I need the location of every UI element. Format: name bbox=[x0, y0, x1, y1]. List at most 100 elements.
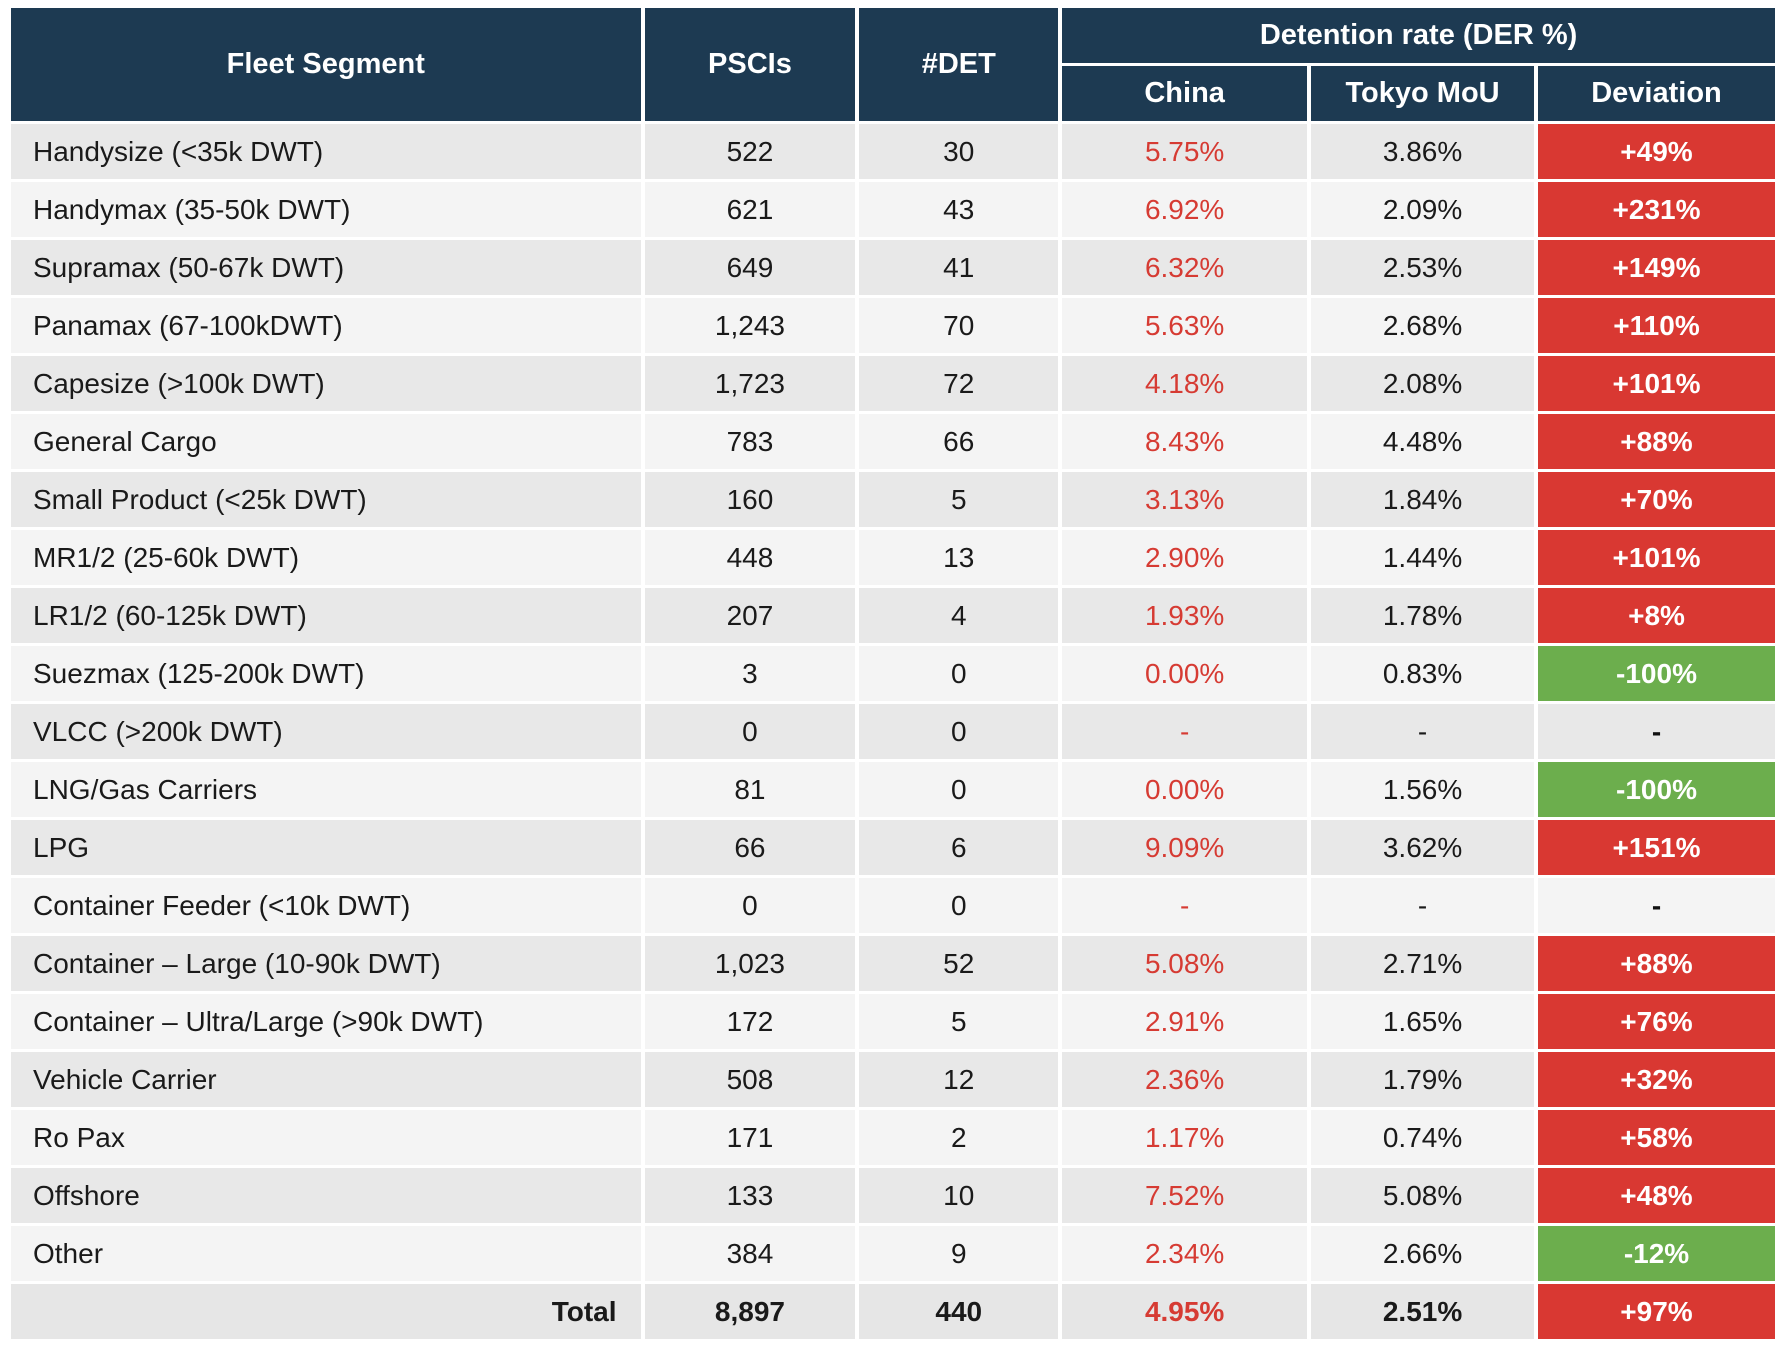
deviation-cell: +76% bbox=[1538, 994, 1775, 1049]
deviation-cell: +101% bbox=[1538, 530, 1775, 585]
table-row: LNG/Gas Carriers 81 0 0.00% 1.56% -100% bbox=[11, 762, 1775, 817]
fleet-segment-cell: LPG bbox=[11, 820, 641, 875]
det-cell: 10 bbox=[859, 1168, 1059, 1223]
det-cell: 72 bbox=[859, 356, 1059, 411]
table-row: Suezmax (125-200k DWT) 3 0 0.00% 0.83% -100% bbox=[11, 646, 1775, 701]
det-cell: 12 bbox=[859, 1052, 1059, 1107]
fleet-segment-cell: Handymax (35-50k DWT) bbox=[11, 182, 641, 237]
deviation-cell: +110% bbox=[1538, 298, 1775, 353]
total-row: Total 8,897 440 4.95% 2.51% +97% bbox=[11, 1284, 1775, 1339]
pscis-cell: 8,897 bbox=[644, 1284, 856, 1339]
column-header-tokyo-mou: Tokyo MoU bbox=[1311, 66, 1535, 121]
deviation-cell: +101% bbox=[1538, 356, 1775, 411]
det-cell: 52 bbox=[859, 936, 1059, 991]
fleet-segment-cell: Container Feeder (<10k DWT) bbox=[11, 878, 641, 933]
deviation-cell: +151% bbox=[1538, 820, 1775, 875]
pscis-cell: 171 bbox=[644, 1110, 856, 1165]
tokyo-mou-der-cell: 2.09% bbox=[1311, 182, 1535, 237]
fleet-segment-cell: Small Product (<25k DWT) bbox=[11, 472, 641, 527]
det-cell: 30 bbox=[859, 124, 1059, 179]
table-row: LPG 66 6 9.09% 3.62% +151% bbox=[11, 820, 1775, 875]
column-header-fleet-segment: Fleet Segment bbox=[11, 8, 641, 121]
china-der-cell: 6.92% bbox=[1062, 182, 1308, 237]
pscis-cell: 66 bbox=[644, 820, 856, 875]
china-der-cell: 9.09% bbox=[1062, 820, 1308, 875]
deviation-cell: +70% bbox=[1538, 472, 1775, 527]
tokyo-mou-der-cell: 3.86% bbox=[1311, 124, 1535, 179]
china-der-cell: 1.17% bbox=[1062, 1110, 1308, 1165]
det-cell: 6 bbox=[859, 820, 1059, 875]
china-der-cell: - bbox=[1062, 878, 1308, 933]
china-der-cell: 5.63% bbox=[1062, 298, 1308, 353]
column-group-header-detention-rate: Detention rate (DER %) bbox=[1062, 8, 1775, 63]
fleet-segment-cell: Ro Pax bbox=[11, 1110, 641, 1165]
fleet-segment-cell: MR1/2 (25-60k DWT) bbox=[11, 530, 641, 585]
tokyo-mou-der-cell: 1.65% bbox=[1311, 994, 1535, 1049]
china-der-cell: 2.34% bbox=[1062, 1226, 1308, 1281]
tokyo-mou-der-cell: 1.78% bbox=[1311, 588, 1535, 643]
det-cell: 5 bbox=[859, 472, 1059, 527]
fleet-segment-cell: VLCC (>200k DWT) bbox=[11, 704, 641, 759]
det-cell: 5 bbox=[859, 994, 1059, 1049]
deviation-cell: -100% bbox=[1538, 646, 1775, 701]
fleet-segment-cell: Container – Ultra/Large (>90k DWT) bbox=[11, 994, 641, 1049]
china-der-cell: 5.75% bbox=[1062, 124, 1308, 179]
fleet-segment-cell: Supramax (50-67k DWT) bbox=[11, 240, 641, 295]
column-header-det: #DET bbox=[859, 8, 1059, 121]
china-der-cell: 2.91% bbox=[1062, 994, 1308, 1049]
deviation-cell: +88% bbox=[1538, 414, 1775, 469]
column-header-deviation: Deviation bbox=[1538, 66, 1775, 121]
tokyo-mou-der-cell: 2.53% bbox=[1311, 240, 1535, 295]
china-der-cell: 6.32% bbox=[1062, 240, 1308, 295]
china-der-cell: - bbox=[1062, 704, 1308, 759]
deviation-cell: +97% bbox=[1538, 1284, 1775, 1339]
det-cell: 2 bbox=[859, 1110, 1059, 1165]
deviation-cell: - bbox=[1538, 704, 1775, 759]
pscis-cell: 1,723 bbox=[644, 356, 856, 411]
pscis-cell: 1,023 bbox=[644, 936, 856, 991]
table-row: Capesize (>100k DWT) 1,723 72 4.18% 2.08% +10… bbox=[11, 356, 1775, 411]
table-row: Vehicle Carrier 508 12 2.36% 1.79% +32% bbox=[11, 1052, 1775, 1107]
table-row: VLCC (>200k DWT) 0 0- - - bbox=[11, 704, 1775, 759]
det-cell: 9 bbox=[859, 1226, 1059, 1281]
tokyo-mou-der-cell: - bbox=[1311, 704, 1535, 759]
tokyo-mou-der-cell: 3.62% bbox=[1311, 820, 1535, 875]
tokyo-mou-der-cell: 5.08% bbox=[1311, 1168, 1535, 1223]
tokyo-mou-der-cell: 2.71% bbox=[1311, 936, 1535, 991]
pscis-cell: 133 bbox=[644, 1168, 856, 1223]
deviation-cell: +88% bbox=[1538, 936, 1775, 991]
fleet-segment-cell: Other bbox=[11, 1226, 641, 1281]
table-row: Container Feeder (<10k DWT) 0 0- - - bbox=[11, 878, 1775, 933]
tokyo-mou-der-cell: 2.68% bbox=[1311, 298, 1535, 353]
china-der-cell: 3.13% bbox=[1062, 472, 1308, 527]
china-der-cell: 5.08% bbox=[1062, 936, 1308, 991]
det-cell: 66 bbox=[859, 414, 1059, 469]
deviation-cell: +58% bbox=[1538, 1110, 1775, 1165]
table-header: Fleet Segment PSCIs #DET Detention rate … bbox=[11, 8, 1775, 121]
fleet-segment-cell: Total bbox=[11, 1284, 641, 1339]
tokyo-mou-der-cell: 2.08% bbox=[1311, 356, 1535, 411]
fleet-segment-cell: Offshore bbox=[11, 1168, 641, 1223]
tokyo-mou-der-cell: 2.66% bbox=[1311, 1226, 1535, 1281]
pscis-cell: 649 bbox=[644, 240, 856, 295]
table-row: Container – Ultra/Large (>90k DWT) 172 5 2.… bbox=[11, 994, 1775, 1049]
fleet-segment-cell: LNG/Gas Carriers bbox=[11, 762, 641, 817]
tokyo-mou-der-cell: 1.84% bbox=[1311, 472, 1535, 527]
fleet-segment-cell: General Cargo bbox=[11, 414, 641, 469]
pscis-cell: 81 bbox=[644, 762, 856, 817]
table-row: LR1/2 (60-125k DWT) 207 4 1.93% 1.78% +8% bbox=[11, 588, 1775, 643]
det-cell: 0 bbox=[859, 878, 1059, 933]
column-header-china: China bbox=[1062, 66, 1308, 121]
det-cell: 43 bbox=[859, 182, 1059, 237]
deviation-cell: -12% bbox=[1538, 1226, 1775, 1281]
china-der-cell: 7.52% bbox=[1062, 1168, 1308, 1223]
det-cell: 41 bbox=[859, 240, 1059, 295]
china-der-cell: 4.18% bbox=[1062, 356, 1308, 411]
table-row: General Cargo 783 66 8.43% 4.48% +88% bbox=[11, 414, 1775, 469]
tokyo-mou-der-cell: 0.74% bbox=[1311, 1110, 1535, 1165]
deviation-cell: +231% bbox=[1538, 182, 1775, 237]
tokyo-mou-der-cell: 4.48% bbox=[1311, 414, 1535, 469]
table-body: Handysize (<35k DWT) 522 30 5.75% 3.86% +49% H… bbox=[11, 124, 1775, 1339]
fleet-segment-cell: Suezmax (125-200k DWT) bbox=[11, 646, 641, 701]
table-row: Handysize (<35k DWT) 522 30 5.75% 3.86% +49% bbox=[11, 124, 1775, 179]
